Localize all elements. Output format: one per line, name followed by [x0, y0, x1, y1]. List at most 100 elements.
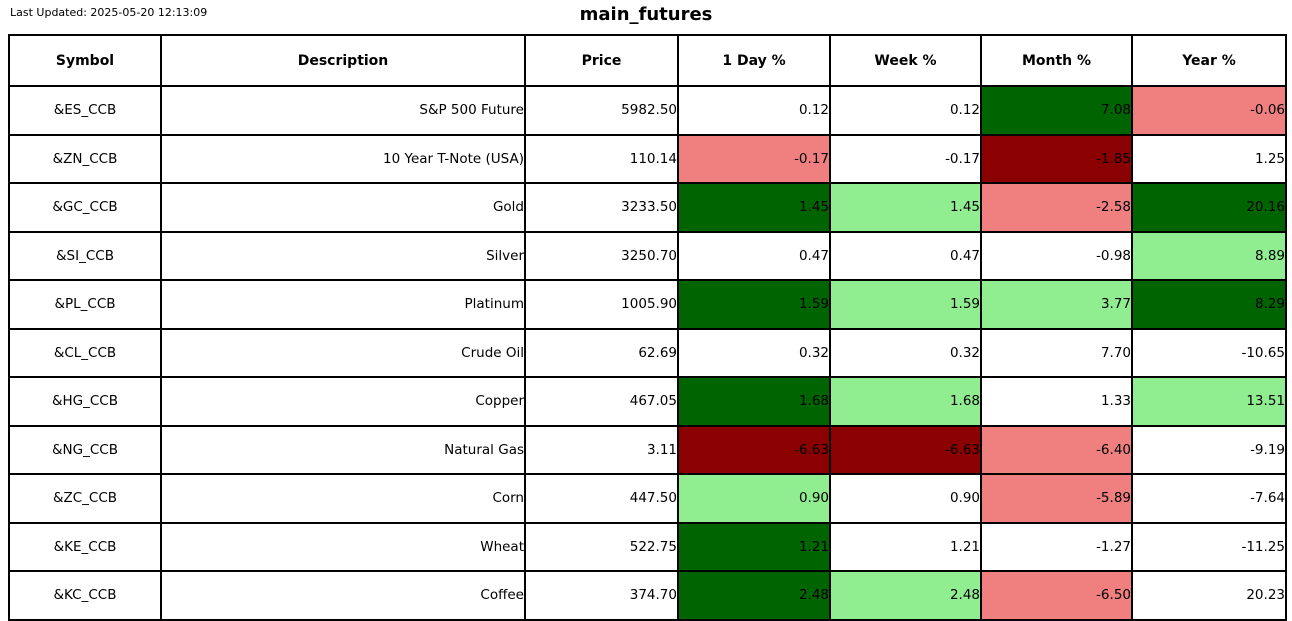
description-cell: Silver	[160, 230, 526, 281]
week-pct-cell: 1.21	[829, 521, 982, 572]
column-header-year: Year %	[1131, 34, 1287, 87]
price-cell: 1005.90	[524, 279, 679, 330]
price-cell: 5982.50	[524, 85, 679, 136]
year-pct-cell: 13.51	[1131, 376, 1287, 427]
year-pct-cell: 8.89	[1131, 230, 1287, 281]
day-pct-cell: 0.32	[677, 327, 831, 378]
week-pct-cell: 1.59	[829, 279, 982, 330]
column-header-description: Description	[160, 34, 526, 87]
description-cell: Natural Gas	[160, 424, 526, 475]
table-row: &KE_CCB Wheat 522.75 1.21 1.21 -1.27 -11…	[8, 521, 1287, 572]
price-cell: 374.70	[524, 570, 679, 621]
year-pct-cell: 1.25	[1131, 133, 1287, 184]
table-body: &ES_CCB S&P 500 Future 5982.50 0.12 0.12…	[8, 85, 1287, 621]
month-pct-cell: -2.58	[980, 182, 1133, 233]
price-cell: 3233.50	[524, 182, 679, 233]
day-pct-cell: 0.90	[677, 473, 831, 524]
year-pct-cell: -9.19	[1131, 424, 1287, 475]
symbol-cell: &CL_CCB	[8, 327, 162, 378]
month-pct-cell: 7.70	[980, 327, 1133, 378]
month-pct-cell: 7.08	[980, 85, 1133, 136]
year-pct-cell: -7.64	[1131, 473, 1287, 524]
table-row: &NG_CCB Natural Gas 3.11 -6.63 -6.63 -6.…	[8, 424, 1287, 475]
last-updated-label: Last Updated: 2025-05-20 12:13:09	[10, 6, 208, 19]
week-pct-cell: -0.17	[829, 133, 982, 184]
column-header-week: Week %	[829, 34, 982, 87]
header-row: Symbol Description Price 1 Day % Week % Month…	[8, 34, 1287, 87]
column-header-month: Month %	[980, 34, 1133, 87]
symbol-cell: &HG_CCB	[8, 376, 162, 427]
table-row: &GC_CCB Gold 3233.50 1.45 1.45 -2.58 20.…	[8, 182, 1287, 233]
price-cell: 467.05	[524, 376, 679, 427]
day-pct-cell: -0.17	[677, 133, 831, 184]
description-cell: Gold	[160, 182, 526, 233]
symbol-cell: &ZN_CCB	[8, 133, 162, 184]
column-header-1-day: 1 Day %	[677, 34, 831, 87]
symbol-cell: &NG_CCB	[8, 424, 162, 475]
price-cell: 62.69	[524, 327, 679, 378]
price-cell: 447.50	[524, 473, 679, 524]
symbol-cell: &KE_CCB	[8, 521, 162, 572]
description-cell: Wheat	[160, 521, 526, 572]
month-pct-cell: -0.98	[980, 230, 1133, 281]
week-pct-cell: 0.12	[829, 85, 982, 136]
description-cell: 10 Year T-Note (USA)	[160, 133, 526, 184]
futures-table: Symbol Description Price 1 Day % Week % Month…	[8, 34, 1287, 621]
symbol-cell: &PL_CCB	[8, 279, 162, 330]
month-pct-cell: 1.33	[980, 376, 1133, 427]
year-pct-cell: 20.16	[1131, 182, 1287, 233]
description-cell: S&P 500 Future	[160, 85, 526, 136]
day-pct-cell: 1.68	[677, 376, 831, 427]
month-pct-cell: -6.50	[980, 570, 1133, 621]
year-pct-cell: 8.29	[1131, 279, 1287, 330]
description-cell: Copper	[160, 376, 526, 427]
month-pct-cell: 3.77	[980, 279, 1133, 330]
day-pct-cell: 1.59	[677, 279, 831, 330]
day-pct-cell: 2.48	[677, 570, 831, 621]
week-pct-cell: -6.63	[829, 424, 982, 475]
description-cell: Crude Oil	[160, 327, 526, 378]
day-pct-cell: 0.12	[677, 85, 831, 136]
week-pct-cell: 0.90	[829, 473, 982, 524]
table-row: &ZN_CCB 10 Year T-Note (USA) 110.14 -0.1…	[8, 133, 1287, 184]
year-pct-cell: -10.65	[1131, 327, 1287, 378]
symbol-cell: &ES_CCB	[8, 85, 162, 136]
day-pct-cell: 1.45	[677, 182, 831, 233]
page-title: main_futures	[579, 4, 713, 25]
day-pct-cell: 1.21	[677, 521, 831, 572]
table-row: &KC_CCB Coffee 374.70 2.48 2.48 -6.50 20…	[8, 570, 1287, 621]
table-row: &CL_CCB Crude Oil 62.69 0.32 0.32 7.70 -…	[8, 327, 1287, 378]
week-pct-cell: 0.32	[829, 327, 982, 378]
week-pct-cell: 0.47	[829, 230, 982, 281]
description-cell: Platinum	[160, 279, 526, 330]
month-pct-cell: -5.89	[980, 473, 1133, 524]
table-row: &PL_CCB Platinum 1005.90 1.59 1.59 3.77 …	[8, 279, 1287, 330]
column-header-price: Price	[524, 34, 679, 87]
table-row: &ZC_CCB Corn 447.50 0.90 0.90 -5.89 -7.6…	[8, 473, 1287, 524]
day-pct-cell: -6.63	[677, 424, 831, 475]
description-cell: Coffee	[160, 570, 526, 621]
week-pct-cell: 1.45	[829, 182, 982, 233]
year-pct-cell: 20.23	[1131, 570, 1287, 621]
price-cell: 110.14	[524, 133, 679, 184]
symbol-cell: &ZC_CCB	[8, 473, 162, 524]
price-cell: 3.11	[524, 424, 679, 475]
price-cell: 3250.70	[524, 230, 679, 281]
price-cell: 522.75	[524, 521, 679, 572]
week-pct-cell: 1.68	[829, 376, 982, 427]
table-row: &ES_CCB S&P 500 Future 5982.50 0.12 0.12…	[8, 85, 1287, 136]
description-cell: Corn	[160, 473, 526, 524]
month-pct-cell: -1.27	[980, 521, 1133, 572]
month-pct-cell: -6.40	[980, 424, 1133, 475]
day-pct-cell: 0.47	[677, 230, 831, 281]
year-pct-cell: -11.25	[1131, 521, 1287, 572]
symbol-cell: &GC_CCB	[8, 182, 162, 233]
table-row: &HG_CCB Copper 467.05 1.68 1.68 1.33 13.…	[8, 376, 1287, 427]
month-pct-cell: -1.85	[980, 133, 1133, 184]
week-pct-cell: 2.48	[829, 570, 982, 621]
column-header-symbol: Symbol	[8, 34, 162, 87]
symbol-cell: &KC_CCB	[8, 570, 162, 621]
year-pct-cell: -0.06	[1131, 85, 1287, 136]
symbol-cell: &SI_CCB	[8, 230, 162, 281]
table-row: &SI_CCB Silver 3250.70 0.47 0.47 -0.98 8…	[8, 230, 1287, 281]
